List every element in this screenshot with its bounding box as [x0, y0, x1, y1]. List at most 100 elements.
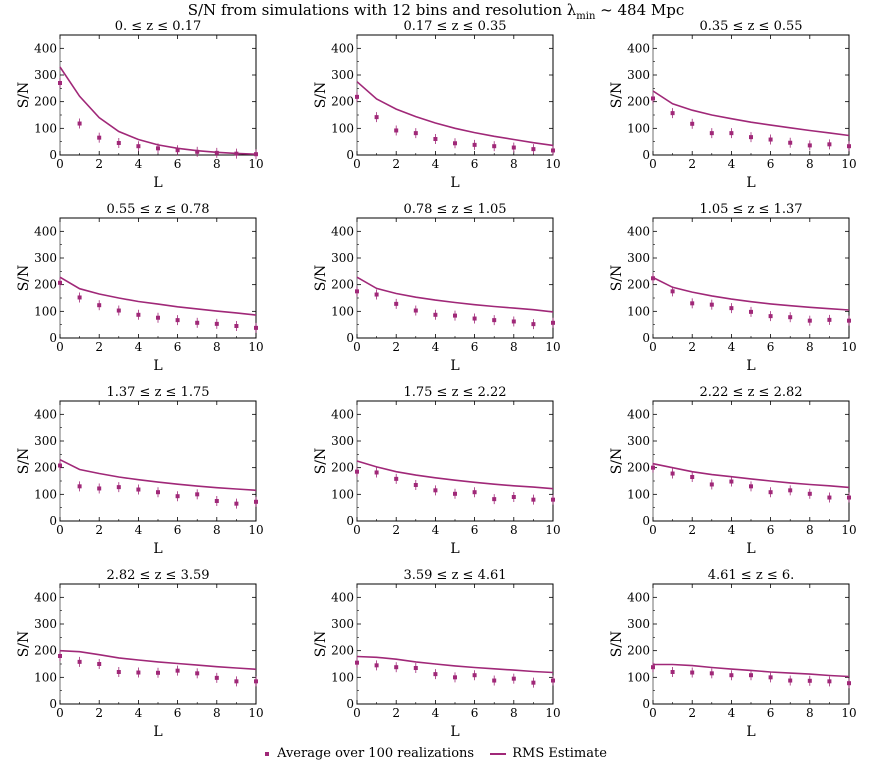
main-title-suffix: ~ 484 Mpc — [595, 1, 685, 19]
x-tick-label: 2 — [392, 157, 400, 171]
x-tick-label: 8 — [213, 340, 221, 354]
rms-estimate-line — [59, 276, 257, 316]
x-tick-label: 4 — [728, 340, 736, 354]
y-tick-label: 300 — [34, 251, 57, 265]
x-tick-label: 10 — [841, 157, 856, 171]
y-axis-label: S/N — [313, 265, 329, 292]
x-tick-label: 0 — [353, 340, 361, 354]
y-tick-label: 0 — [49, 514, 57, 528]
y-tick-label: 300 — [331, 617, 354, 631]
average-point — [394, 301, 399, 306]
average-point — [690, 301, 695, 306]
x-tick-label: 8 — [510, 340, 518, 354]
average-point — [58, 463, 62, 468]
x-axis-label: L — [153, 358, 162, 374]
subplot-7: 1.37 ≤ z ≤ 1.75 0 100 200 300 400 0 2 4 6 8 10 L S/N — [16, 385, 264, 557]
x-tick-label: 6 — [471, 340, 479, 354]
average-point — [214, 499, 219, 503]
average-point — [453, 313, 457, 318]
average-point — [175, 494, 180, 499]
subplot-9: 2.22 ≤ z ≤ 2.82 0 100 200 300 400 0 2 4 6 8 10 L S/N — [609, 385, 857, 557]
y-axis-label: S/N — [609, 631, 625, 658]
average-point — [355, 289, 359, 294]
average-point — [195, 149, 200, 154]
average-point — [116, 141, 121, 145]
y-tick-label: 0 — [642, 148, 650, 162]
subplot-title: 2.82 ≤ z ≤ 3.59 — [106, 568, 209, 583]
average-point — [394, 476, 399, 481]
subplot-title: 1.05 ≤ z ≤ 1.37 — [699, 202, 802, 217]
subplot-title: 0.17 ≤ z ≤ 0.35 — [403, 19, 506, 34]
x-tick-label: 8 — [806, 706, 814, 720]
x-tick-label: 0 — [353, 157, 361, 171]
y-tick-label: 400 — [627, 590, 650, 604]
y-tick-label: 100 — [34, 304, 57, 318]
y-axis-label: S/N — [16, 82, 32, 109]
y-tick-label: 100 — [34, 487, 57, 501]
legend: Average over 100 realizations RMS Estima… — [0, 745, 872, 764]
y-tick-label: 400 — [331, 407, 354, 421]
average-point — [355, 660, 359, 665]
x-axis-label: L — [746, 358, 755, 374]
plot-frame — [59, 400, 257, 522]
y-tick-label: 100 — [627, 670, 650, 684]
y-tick-label: 0 — [49, 331, 57, 345]
average-point — [788, 315, 793, 320]
average-point — [749, 135, 753, 140]
x-tick-label: 10 — [248, 157, 263, 171]
y-axis-label: S/N — [16, 631, 32, 658]
average-point — [551, 320, 555, 325]
y-tick-label: 300 — [627, 68, 650, 82]
average-point — [413, 666, 418, 670]
y-tick-label: 0 — [346, 148, 354, 162]
x-tick-label: 10 — [248, 523, 263, 537]
y-tick-label: 0 — [49, 148, 57, 162]
rms-estimate-line — [356, 655, 554, 674]
average-point — [768, 675, 773, 680]
average-point — [670, 670, 675, 674]
average-point — [77, 484, 82, 489]
average-point — [651, 665, 655, 670]
x-axis-label: L — [153, 175, 162, 191]
x-tick-label: 10 — [248, 340, 263, 354]
subplot-title: 0. ≤ z ≤ 0.17 — [115, 19, 202, 34]
average-point — [195, 492, 200, 497]
x-tick-label: 2 — [392, 340, 400, 354]
average-point — [214, 321, 219, 326]
average-point — [511, 495, 516, 499]
x-axis-label: L — [450, 724, 459, 740]
y-axis-label: S/N — [16, 448, 32, 475]
plot-frame — [356, 400, 554, 522]
y-tick-label: 400 — [627, 407, 650, 421]
average-point — [709, 482, 714, 487]
average-point — [374, 663, 379, 668]
average-point — [670, 471, 675, 476]
average-point — [531, 497, 536, 502]
legend-marker-line — [490, 752, 507, 755]
y-tick-label: 100 — [331, 304, 354, 318]
x-tick-label: 8 — [806, 523, 814, 537]
y-tick-label: 400 — [331, 41, 354, 55]
y-tick-label: 200 — [627, 95, 650, 109]
legend-label-points: Average over 100 realizations — [277, 746, 475, 761]
average-point — [827, 142, 832, 147]
average-point — [77, 295, 82, 300]
plot-frame — [652, 217, 850, 339]
x-tick-label: 4 — [432, 706, 440, 720]
average-point — [551, 148, 555, 153]
x-tick-label: 4 — [135, 706, 143, 720]
x-tick-label: 10 — [545, 523, 560, 537]
y-tick-label: 0 — [346, 331, 354, 345]
average-point — [394, 665, 399, 670]
y-tick-label: 200 — [331, 95, 354, 109]
average-point — [768, 490, 773, 495]
average-point — [374, 115, 379, 120]
average-point — [175, 148, 180, 153]
average-point — [807, 491, 812, 496]
average-point — [709, 671, 714, 676]
x-tick-label: 2 — [95, 340, 103, 354]
y-tick-label: 0 — [346, 514, 354, 528]
average-point — [58, 654, 62, 658]
x-tick-label: 4 — [432, 340, 440, 354]
main-title-subscript: min — [576, 11, 596, 22]
